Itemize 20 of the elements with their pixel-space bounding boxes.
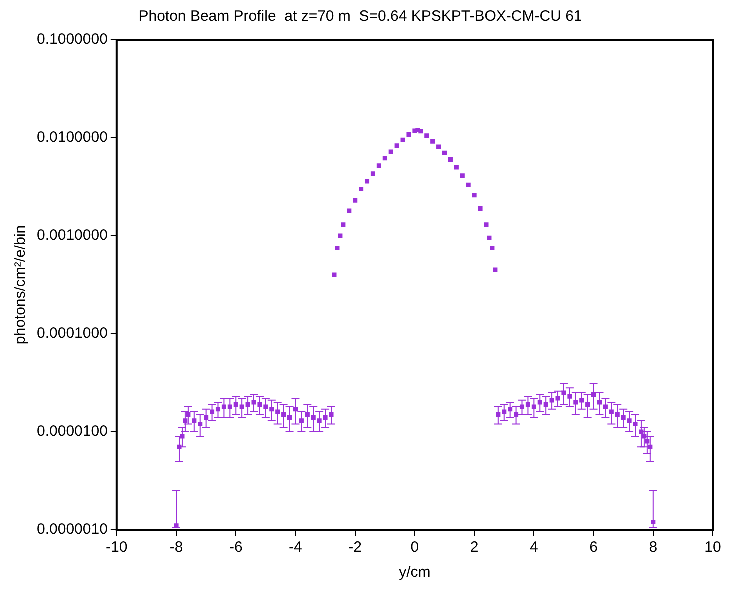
y-tick-label: 0.0100000 bbox=[37, 129, 108, 146]
y-tick-label: 0.0000100 bbox=[37, 423, 108, 440]
x-tick-label: -2 bbox=[348, 539, 362, 556]
x-tick-label: 4 bbox=[530, 539, 538, 556]
x-tick-label: 10 bbox=[704, 539, 722, 556]
x-tick-label: -10 bbox=[106, 539, 128, 556]
x-tick-label: 2 bbox=[470, 539, 479, 556]
x-tick-label: -6 bbox=[229, 539, 243, 556]
x-tick-label: -8 bbox=[170, 539, 184, 556]
x-tick-label: 6 bbox=[590, 539, 598, 556]
x-axis-title: y/cm bbox=[399, 564, 431, 582]
y-axis-title: photons/cm²/e/bin bbox=[12, 225, 30, 345]
x-tick-label: -4 bbox=[289, 539, 302, 556]
y-tick-label: 0.0000010 bbox=[37, 521, 108, 538]
y-tick-label: 0.0010000 bbox=[37, 227, 108, 244]
x-tick-label: 0 bbox=[410, 539, 420, 556]
y-tick-label: 0.0001000 bbox=[37, 325, 108, 342]
chart-title: Photon Beam Profile at z=70 m S=0.64 KPSKPT-BOX-CM-CU 61 bbox=[138, 8, 582, 26]
x-tick-label: 8 bbox=[649, 539, 658, 556]
y-tick-label: 0.1000000 bbox=[37, 31, 108, 48]
